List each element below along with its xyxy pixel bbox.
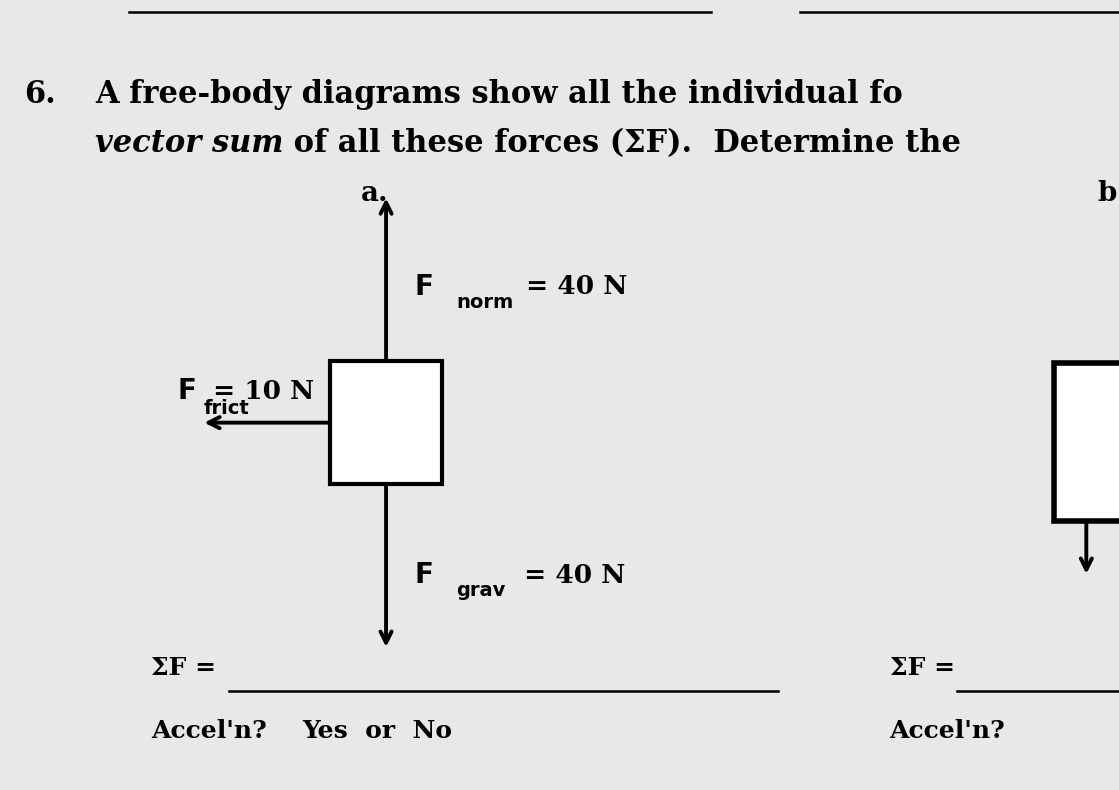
Text: of all these forces (ΣF).  Determine the: of all these forces (ΣF). Determine the (283, 128, 961, 159)
Text: b: b (1098, 180, 1117, 207)
Text: = 40 N: = 40 N (517, 274, 628, 299)
Text: vector sum: vector sum (95, 128, 283, 159)
Text: norm: norm (457, 293, 514, 312)
Text: Accel'n?: Accel'n? (151, 719, 266, 743)
Text: ΣF =: ΣF = (151, 656, 225, 679)
Text: a.: a. (361, 180, 388, 207)
Bar (1054, 363, 1119, 521)
Text: $\mathbf{F}$: $\mathbf{F}$ (414, 561, 433, 589)
Text: ΣF =: ΣF = (890, 656, 963, 679)
Bar (330, 362, 442, 483)
Text: Yes  or  No: Yes or No (302, 719, 452, 743)
Text: $\mathbf{F}$: $\mathbf{F}$ (177, 377, 196, 405)
Text: grav: grav (457, 581, 506, 600)
Text: $\mathbf{F}$: $\mathbf{F}$ (414, 273, 433, 301)
Text: = 40 N: = 40 N (515, 562, 626, 588)
Text: A free-body diagrams show all the individual fo: A free-body diagrams show all the indivi… (95, 79, 903, 110)
Text: frict: frict (204, 399, 250, 418)
Text: = 10 N: = 10 N (204, 378, 313, 404)
Text: Accel'n?: Accel'n? (890, 719, 1005, 743)
Text: 6.: 6. (25, 79, 56, 110)
